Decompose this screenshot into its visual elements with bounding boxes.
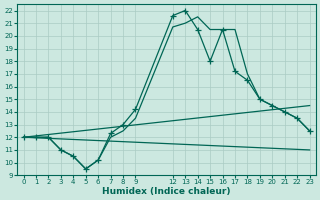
X-axis label: Humidex (Indice chaleur): Humidex (Indice chaleur): [102, 187, 231, 196]
